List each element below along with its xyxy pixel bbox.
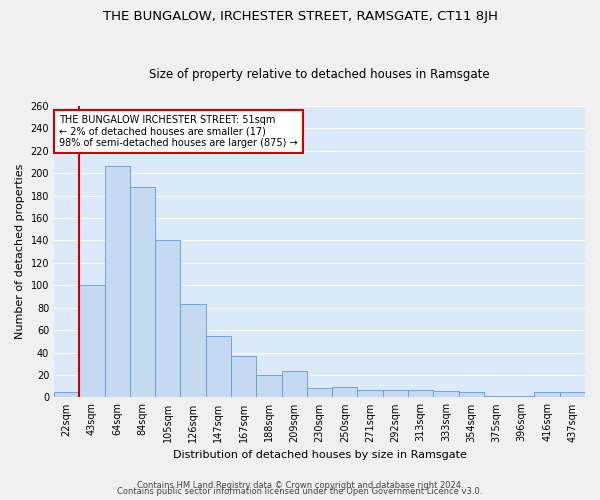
Text: THE BUNGALOW, IRCHESTER STREET, RAMSGATE, CT11 8JH: THE BUNGALOW, IRCHESTER STREET, RAMSGATE… <box>103 10 497 23</box>
Bar <box>281 370 307 398</box>
Bar <box>535 392 560 398</box>
Bar <box>256 375 281 398</box>
Bar <box>332 388 358 398</box>
Bar <box>408 390 433 398</box>
Text: THE BUNGALOW IRCHESTER STREET: 51sqm
← 2% of detached houses are smaller (17)
98: THE BUNGALOW IRCHESTER STREET: 51sqm ← 2… <box>59 114 298 148</box>
Bar <box>181 304 206 398</box>
Bar <box>206 336 231 398</box>
Bar <box>307 388 332 398</box>
Bar <box>383 390 408 398</box>
Bar <box>433 390 458 398</box>
Y-axis label: Number of detached properties: Number of detached properties <box>15 164 25 340</box>
Bar <box>509 396 535 398</box>
Bar <box>231 356 256 398</box>
Bar <box>54 392 79 398</box>
Bar <box>130 186 155 398</box>
Bar <box>484 396 509 398</box>
Bar <box>358 390 383 398</box>
Bar <box>79 286 104 398</box>
Text: Contains public sector information licensed under the Open Government Licence v3: Contains public sector information licen… <box>118 488 482 496</box>
Bar <box>104 166 130 398</box>
Bar <box>155 240 181 398</box>
Bar <box>458 392 484 398</box>
Text: Contains HM Land Registry data © Crown copyright and database right 2024.: Contains HM Land Registry data © Crown c… <box>137 481 463 490</box>
Title: Size of property relative to detached houses in Ramsgate: Size of property relative to detached ho… <box>149 68 490 81</box>
Bar <box>560 392 585 398</box>
X-axis label: Distribution of detached houses by size in Ramsgate: Distribution of detached houses by size … <box>173 450 466 460</box>
